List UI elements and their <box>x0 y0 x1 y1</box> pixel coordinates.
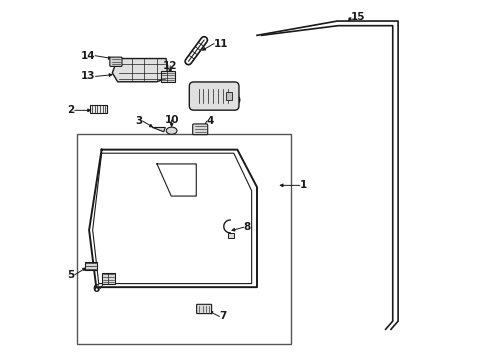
FancyBboxPatch shape <box>84 262 97 270</box>
FancyBboxPatch shape <box>110 57 122 66</box>
Text: 1: 1 <box>299 180 306 190</box>
Text: 6: 6 <box>92 284 100 294</box>
Text: 11: 11 <box>214 39 228 49</box>
Text: 7: 7 <box>219 311 226 321</box>
Text: 15: 15 <box>350 13 365 22</box>
Text: 8: 8 <box>244 222 250 232</box>
FancyBboxPatch shape <box>90 105 107 113</box>
FancyBboxPatch shape <box>225 93 232 100</box>
Text: 12: 12 <box>163 61 177 71</box>
Text: 13: 13 <box>81 71 95 81</box>
Ellipse shape <box>166 127 177 134</box>
FancyBboxPatch shape <box>192 124 207 135</box>
Bar <box>77 134 290 344</box>
FancyBboxPatch shape <box>160 71 175 82</box>
Text: 3: 3 <box>135 116 142 126</box>
FancyBboxPatch shape <box>227 233 234 238</box>
Text: 14: 14 <box>81 51 95 61</box>
FancyBboxPatch shape <box>102 273 115 284</box>
Text: 2: 2 <box>67 105 75 115</box>
Text: 10: 10 <box>164 115 179 125</box>
Polygon shape <box>152 127 165 132</box>
FancyBboxPatch shape <box>189 82 239 110</box>
FancyBboxPatch shape <box>196 304 211 314</box>
Polygon shape <box>112 59 167 82</box>
Text: 5: 5 <box>67 270 75 280</box>
Text: 9: 9 <box>233 96 241 106</box>
Text: 4: 4 <box>206 116 214 126</box>
